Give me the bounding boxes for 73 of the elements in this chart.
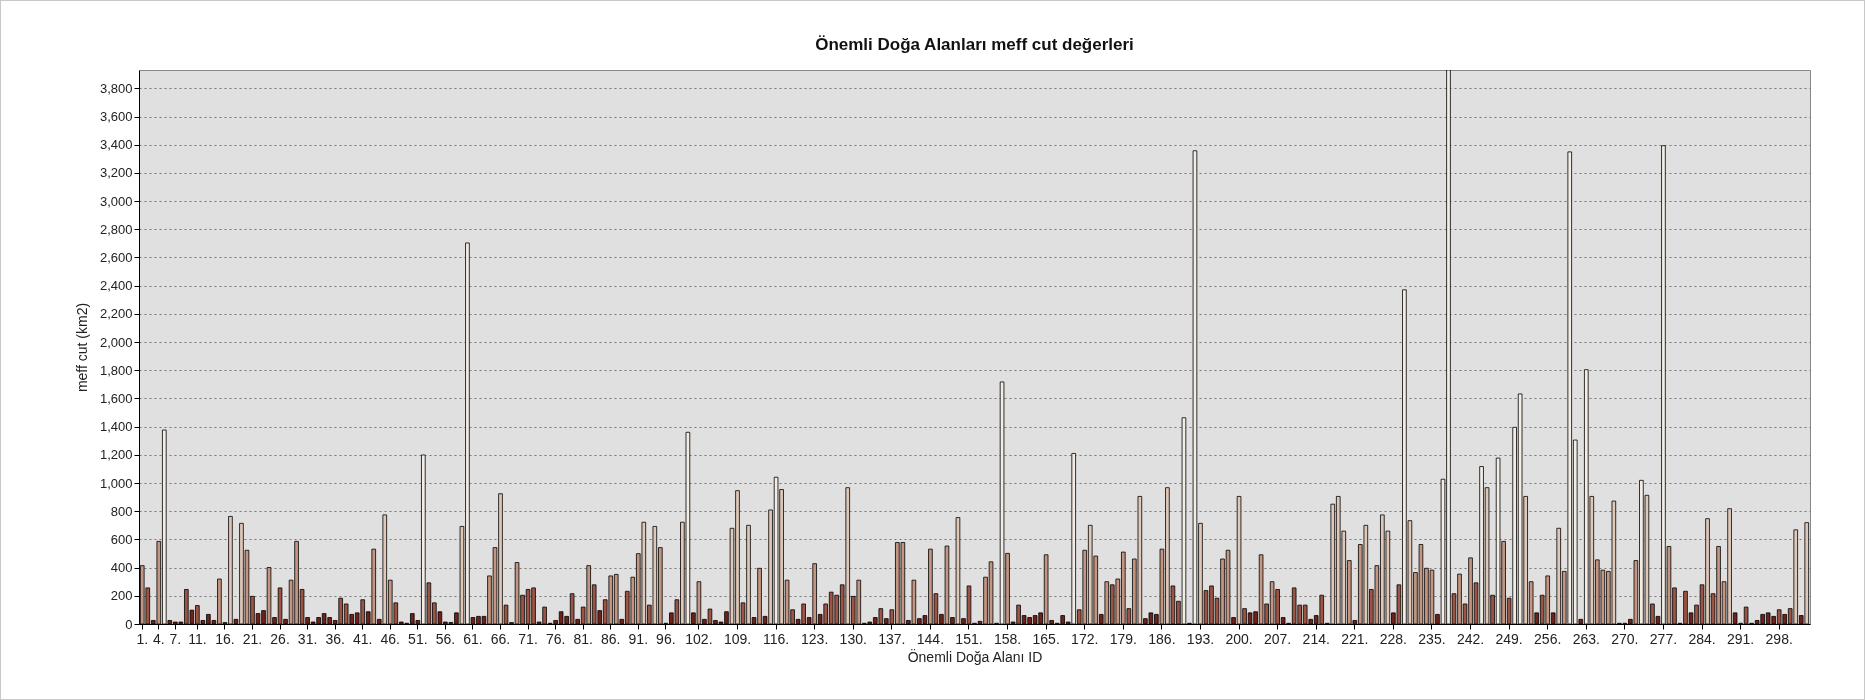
x-tick-label: 130.: [839, 630, 867, 647]
y-tick-label: 600: [110, 531, 133, 547]
x-tick-label: 270.: [1611, 630, 1639, 647]
x-tick-label: 221.: [1341, 630, 1369, 647]
x-tick-label: 284.: [1688, 630, 1716, 647]
x-tick-label: 291.: [1726, 630, 1755, 647]
y-tick-label: 1,000: [99, 475, 133, 491]
x-tick-label: 277.: [1649, 630, 1678, 647]
x-tick-label: 242.: [1456, 630, 1485, 647]
x-tick-label: 7.: [169, 630, 182, 647]
x-tick-label: 4.: [152, 630, 165, 647]
x-tick-label: 116.: [762, 630, 790, 647]
x-tick-label: 249.: [1495, 630, 1523, 647]
x-tick-label: 256.: [1534, 630, 1562, 647]
x-tick-label: 123.: [801, 630, 829, 647]
x-tick-label: 31.: [297, 630, 318, 647]
x-tick-label: 61.: [463, 630, 483, 647]
y-tick-label: 0: [125, 616, 133, 632]
x-tick-label: 1.: [136, 630, 149, 647]
x-tick-label: 36.: [325, 630, 345, 647]
y-tick-label: 2,800: [99, 221, 133, 237]
y-tick-label: 2,000: [99, 334, 133, 350]
x-tick-label: 46.: [380, 630, 401, 647]
y-tick-label: 2,200: [99, 306, 133, 322]
x-tick-label: 158.: [993, 630, 1022, 647]
y-tick-label: 1,200: [99, 447, 133, 463]
x-tick-label: 144.: [916, 630, 945, 647]
y-tick-label: 3,200: [99, 165, 133, 181]
x-tick-label: 41.: [352, 630, 373, 647]
x-tick-label: 214.: [1302, 630, 1330, 647]
x-tick-label: 165.: [1032, 630, 1060, 647]
x-tick-label: 76.: [545, 630, 566, 647]
x-tick-label: 186.: [1148, 630, 1176, 647]
x-tick-label: 193.: [1186, 630, 1215, 647]
chart-title: Önemli Doğa Alanları meff cut değerleri: [815, 35, 1134, 54]
x-tick-label: 96.: [656, 630, 676, 647]
x-tick-label: 151.: [955, 630, 983, 647]
x-tick-label: 21.: [242, 630, 263, 647]
x-tick-label: 91.: [628, 630, 649, 647]
x-axis-title: Önemli Doğa Alanı ID: [907, 647, 1043, 665]
x-tick-label: 109.: [723, 630, 752, 647]
y-tick-label: 1,400: [99, 419, 133, 435]
x-tick-label: 66.: [490, 630, 511, 647]
x-tick-label: 26.: [270, 630, 290, 647]
x-tick-label: 71.: [518, 630, 538, 647]
y-tick-label: 2,600: [99, 249, 133, 265]
x-tick-label: 81.: [573, 630, 593, 647]
x-tick-label: 298.: [1765, 630, 1793, 647]
x-tick-label: 51.: [408, 630, 428, 647]
x-tick-label: 228.: [1379, 630, 1407, 647]
y-tick-label: 2,400: [99, 278, 133, 294]
x-tick-label: 200.: [1225, 630, 1253, 647]
x-tick-label: 207.: [1264, 630, 1292, 647]
y-tick-label: 3,000: [99, 193, 133, 209]
x-tick-label: 56.: [435, 630, 456, 647]
y-tick-label: 800: [110, 503, 133, 519]
y-tick-label: 3,400: [99, 137, 133, 153]
y-tick-label: 3,800: [99, 80, 133, 96]
x-tick-label: 86.: [601, 630, 621, 647]
x-tick-label: 179.: [1109, 630, 1137, 647]
y-tick-label: 200: [110, 588, 133, 604]
x-tick-label: 102.: [685, 630, 713, 647]
y-tick-label: 3,600: [99, 109, 133, 125]
x-tick-label: 172.: [1071, 630, 1099, 647]
x-tick-label: 263.: [1572, 630, 1600, 647]
y-tick-label: 400: [110, 560, 133, 576]
x-tick-label: 137.: [878, 630, 906, 647]
y-tick-label: 1,600: [99, 390, 133, 406]
x-tick-label: 16.: [215, 630, 235, 647]
y-axis-title: meff cut (km2): [73, 302, 90, 393]
x-tick-label: 235.: [1418, 630, 1446, 647]
x-tick-label: 11.: [188, 630, 207, 647]
y-tick-label: 1,800: [99, 362, 133, 378]
